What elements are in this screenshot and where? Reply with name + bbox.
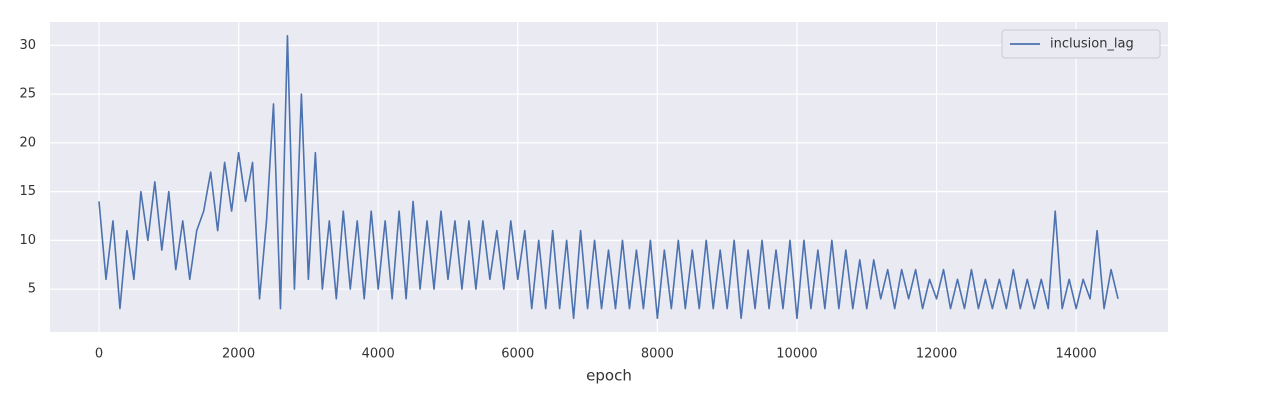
legend-box [1001, 29, 1161, 59]
y-tick-label: 20 [19, 135, 36, 150]
y-tick-label: 30 [19, 38, 36, 53]
legend-label: inclusion_lag [1050, 37, 1134, 52]
x-tick-label: 14000 [1055, 347, 1096, 362]
x-axis-label: epoch [586, 367, 632, 385]
y-tick-label: 5 [28, 282, 36, 297]
x-tick-label: 2000 [222, 347, 255, 362]
y-tick-label: 15 [19, 184, 36, 199]
x-tick-label: 0 [95, 347, 103, 362]
x-tick-label: 6000 [501, 347, 534, 362]
y-tick-label: 25 [19, 87, 36, 102]
y-tick-label: 10 [19, 233, 36, 248]
x-tick-label: 8000 [641, 347, 674, 362]
x-tick-label: 4000 [362, 347, 395, 362]
x-tick-label: 12000 [916, 347, 957, 362]
line-series [98, 34, 1119, 320]
x-tick-label: 10000 [776, 347, 817, 362]
